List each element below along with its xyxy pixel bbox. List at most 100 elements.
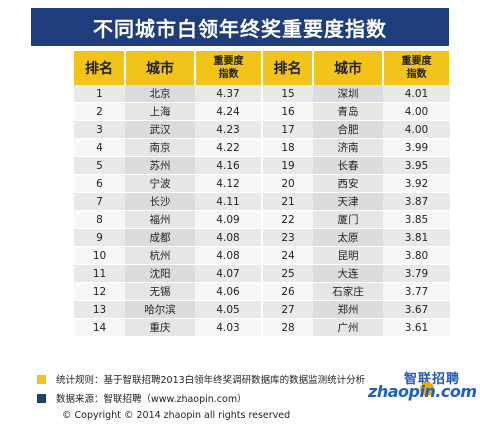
table-row: 2 上海 4.24 16 青岛 4.00	[74, 102, 450, 121]
score-cell: 4.37	[195, 85, 262, 103]
city-cell: 长沙	[125, 192, 195, 211]
city-cell: 太原	[313, 228, 383, 247]
rank-cell: 18	[261, 138, 313, 157]
city-cell: 深圳	[313, 85, 383, 103]
score-cell: 4.03	[195, 318, 262, 337]
method-text: 统计规则：基于智联招聘2013白领年终奖调研数据库的数据监测统计分析	[56, 375, 366, 386]
zhaopin-logo: 智联招聘 zhaopin.com	[368, 368, 477, 406]
city-cell: 成都	[125, 228, 195, 247]
city-cell: 厦门	[313, 210, 383, 229]
score-cell: 4.00	[383, 102, 450, 121]
page-title: 不同城市白领年终奖重要度指数	[31, 8, 449, 46]
city-cell: 石家庄	[313, 282, 383, 301]
score-cell: 4.05	[195, 300, 262, 319]
logo-dot-icon	[420, 382, 434, 396]
rank-cell: 20	[261, 174, 313, 193]
source-text: 数据来源：智联招聘（www.zhaopin.com）	[56, 394, 247, 405]
table-row: 8 福州 4.09 22 厦门 3.85	[74, 210, 450, 229]
city-header: 城市	[125, 51, 196, 85]
rank-cell: 19	[261, 156, 313, 175]
score-cell: 4.08	[195, 246, 262, 265]
rank-cell: 24	[261, 246, 313, 265]
city-cell: 重庆	[125, 318, 195, 337]
rank-cell: 11	[74, 264, 125, 283]
city-cell: 宁波	[125, 174, 195, 193]
rank-cell: 21	[261, 192, 313, 211]
score-cell: 3.79	[383, 264, 450, 283]
score-cell: 4.22	[195, 138, 262, 157]
table-header-row: 排名 城市 重要度 指数 排名 城市 重要度 指数	[74, 51, 451, 85]
yellow-square-icon	[37, 374, 46, 384]
table-row: 3 武汉 4.23 17 合肥 4.00	[74, 120, 450, 139]
rank-header: 排名	[74, 51, 126, 85]
table-row: 9 成都 4.08 23 太原 3.81	[74, 228, 450, 247]
rank-cell: 26	[261, 282, 313, 301]
rank-cell: 6	[74, 174, 125, 193]
score-header: 重要度 指数	[195, 51, 263, 85]
score-header-line2: 指数	[406, 69, 427, 80]
score-header-2: 重要度 指数	[383, 51, 451, 85]
score-cell: 3.77	[383, 282, 450, 301]
score-cell: 4.12	[195, 174, 262, 193]
rank-cell: 7	[74, 192, 125, 211]
score-cell: 4.00	[383, 120, 450, 139]
score-cell: 3.92	[383, 174, 450, 193]
city-cell: 北京	[125, 85, 195, 103]
score-cell: 4.06	[195, 282, 262, 301]
table-row: 10 杭州 4.08 24 昆明 3.80	[74, 246, 450, 265]
city-cell: 沈阳	[125, 264, 195, 283]
city-cell: 昆明	[313, 246, 383, 265]
score-cell: 3.80	[383, 246, 450, 265]
city-cell: 长春	[313, 156, 383, 175]
rank-cell: 8	[74, 210, 125, 229]
rank-cell: 4	[74, 138, 125, 157]
rank-header-2: 排名	[262, 51, 314, 85]
copyright-text: © Copyright © 2014 zhaopin all rights re…	[62, 410, 291, 421]
score-cell: 4.09	[195, 210, 262, 229]
city-cell: 南京	[125, 138, 195, 157]
score-cell: 4.16	[195, 156, 262, 175]
score-cell: 3.85	[383, 210, 450, 229]
city-cell: 广州	[313, 318, 383, 337]
rank-cell: 5	[74, 156, 125, 175]
score-cell: 4.01	[383, 85, 450, 103]
city-cell: 青岛	[313, 102, 383, 121]
rank-cell: 17	[261, 120, 313, 139]
city-cell: 合肥	[313, 120, 383, 139]
ranking-table: 排名 城市 重要度 指数 排名 城市 重要度 指数 1 北京 4.37 15 深圳 4.0…	[74, 51, 451, 337]
rank-cell: 28	[261, 318, 313, 337]
rank-cell: 25	[261, 264, 313, 283]
copyright-note: © Copyright © 2014 zhaopin all rights re…	[62, 410, 290, 421]
rank-cell: 12	[74, 282, 125, 301]
score-cell: 3.99	[383, 138, 450, 157]
city-cell: 大连	[313, 264, 383, 283]
score-header-line1: 重要度	[213, 56, 244, 67]
table-row: 13 哈尔滨 4.05 27 郑州 3.67	[74, 300, 450, 319]
rank-cell: 23	[261, 228, 313, 247]
score-header-line2: 指数	[218, 69, 239, 80]
city-cell: 苏州	[125, 156, 195, 175]
score-cell: 4.23	[195, 120, 262, 139]
blue-square-icon	[37, 393, 46, 403]
rank-cell: 2	[74, 102, 125, 121]
city-cell: 天津	[313, 192, 383, 211]
table-row: 7 长沙 4.11 21 天津 3.87	[74, 192, 450, 211]
score-cell: 4.11	[195, 192, 262, 211]
city-cell: 西安	[313, 174, 383, 193]
city-header-2: 城市	[313, 51, 384, 85]
city-cell: 济南	[313, 138, 383, 157]
city-cell: 杭州	[125, 246, 195, 265]
method-note: 统计规则：基于智联招聘2013白领年终奖调研数据库的数据监测统计分析	[37, 372, 365, 386]
rank-cell: 3	[74, 120, 125, 139]
rank-cell: 10	[74, 246, 125, 265]
rank-cell: 15	[261, 85, 313, 103]
score-header-line1: 重要度	[401, 56, 432, 67]
score-cell: 3.95	[383, 156, 450, 175]
city-cell: 武汉	[125, 120, 195, 139]
table-row: 5 苏州 4.16 19 长春 3.95	[74, 156, 450, 175]
rank-cell: 9	[74, 228, 125, 247]
rank-cell: 14	[74, 318, 125, 337]
logo-cn-text: 智联招聘	[403, 372, 460, 387]
score-cell: 3.81	[383, 228, 450, 247]
rank-cell: 22	[261, 210, 313, 229]
